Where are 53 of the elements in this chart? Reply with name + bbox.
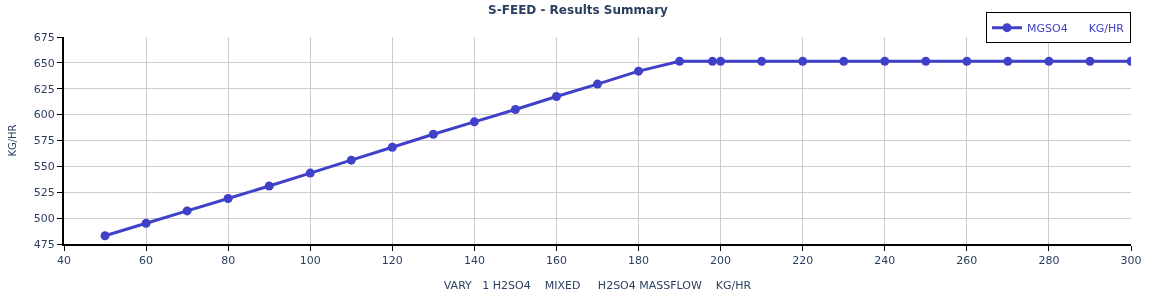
point: [428, 129, 438, 139]
x-tick-label: 160: [545, 254, 567, 268]
point: [921, 56, 931, 66]
x-tick-label: 200: [710, 254, 732, 268]
x-tick-label: 40: [57, 254, 71, 268]
point: [346, 155, 356, 165]
point: [707, 56, 717, 66]
y-tick-label: 625: [33, 82, 55, 96]
x-tick-label: 260: [956, 254, 978, 268]
point: [1085, 56, 1095, 66]
x-axis-title: VARY 1 H2SO4 MIXED H2SO4 MASSFLOW KG/HR: [443, 278, 752, 292]
y-tick-label: 600: [33, 108, 55, 122]
point: [593, 79, 602, 89]
y-tick-label: 575: [33, 134, 55, 148]
y-tick-label: 500: [33, 211, 55, 225]
point: [264, 181, 274, 191]
y-tick-label: 650: [33, 56, 55, 70]
x-tick-label: 100: [299, 254, 321, 268]
point: [223, 193, 233, 203]
point: [1044, 56, 1054, 66]
point: [757, 56, 767, 66]
point: [551, 92, 561, 102]
x-tick-label: 140: [463, 254, 485, 268]
point: [305, 168, 315, 178]
x-tick-label: 300: [1120, 254, 1142, 268]
x-tick-label: 120: [381, 254, 403, 268]
y-tick-label: 550: [33, 160, 55, 174]
x-tick-label: 220: [792, 254, 814, 268]
y-axis-title: KG/HR: [7, 124, 19, 157]
x-tick-label: 60: [139, 254, 154, 268]
point: [1003, 56, 1013, 66]
point: [675, 56, 685, 66]
legend-label: MGSO4 KG/HR: [1027, 21, 1125, 35]
point: [839, 56, 849, 66]
y-tick-label: 675: [33, 30, 55, 44]
point: [962, 56, 972, 66]
point: [100, 231, 110, 241]
chart-title: S-FEED - Results Summary: [488, 3, 669, 18]
x-tick-label: 280: [1038, 254, 1060, 268]
point: [716, 56, 726, 66]
point: [634, 66, 644, 76]
y-tick-label: 475: [33, 237, 55, 251]
x-tick-label: 180: [628, 254, 650, 268]
point: [469, 117, 479, 127]
point: [510, 104, 520, 114]
point: [141, 218, 151, 228]
point: [182, 206, 192, 216]
point: [880, 56, 890, 66]
point: [798, 56, 808, 66]
x-tick-label: 240: [874, 254, 896, 268]
y-tick-label: 525: [33, 186, 55, 200]
point: [387, 142, 397, 152]
x-tick-label: 80: [221, 254, 236, 268]
